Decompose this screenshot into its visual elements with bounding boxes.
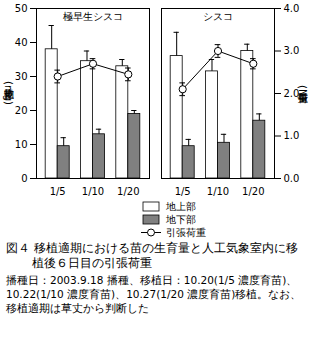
svg-text:10: 10 [15,139,28,150]
html-text:乾物重(mg): 乾物重(mg) [3,81,14,105]
html-text:図４ 移植適期における苗の生育量と人工気象室内に移植後６日目: 図４ 移植適期における苗の生育量と人工気象室内に移植後６日目の引張荷重 [6,241,298,270]
svg-text:30: 30 [15,71,28,82]
html-text:引張荷重: 引張荷重 [166,227,206,238]
svg-text:0.0: 0.0 [284,173,300,184]
html-text:地上部: 地上部 [166,201,196,212]
svg-text:1/5: 1/5 [175,186,191,197]
svg-text:3.0: 3.0 [284,45,300,56]
svg-text:50: 50 [15,3,28,14]
svg-text:1/20: 1/20 [242,186,264,197]
svg-text:40: 40 [15,37,28,48]
svg-text:1/10: 1/10 [207,186,229,197]
svg-text:4.0: 4.0 [284,3,300,14]
svg-text:1/20: 1/20 [117,186,139,197]
svg-text:1/5: 1/5 [50,186,66,197]
svg-text:1.0: 1.0 [284,130,300,141]
html-text:引張荷重(N): 引張荷重(N) [297,85,308,101]
html-text:地下部: 地下部 [166,214,196,225]
svg-text:1/10: 1/10 [82,186,104,197]
svg-text:20: 20 [15,105,28,116]
svg-text:2.0: 2.0 [284,88,300,99]
svg-text:0: 0 [21,173,27,184]
svg-text:シスコ: シスコ [203,11,233,22]
svg-text:極早生シスコ: 極早生シスコ [63,11,123,22]
html-text:播種日：2003.9.18 播種、移植日：10.20(1/5: 播種日：2003.9.18 播種、移植日：10.20(1/5 濃度育苗)、10.… [6,274,302,314]
